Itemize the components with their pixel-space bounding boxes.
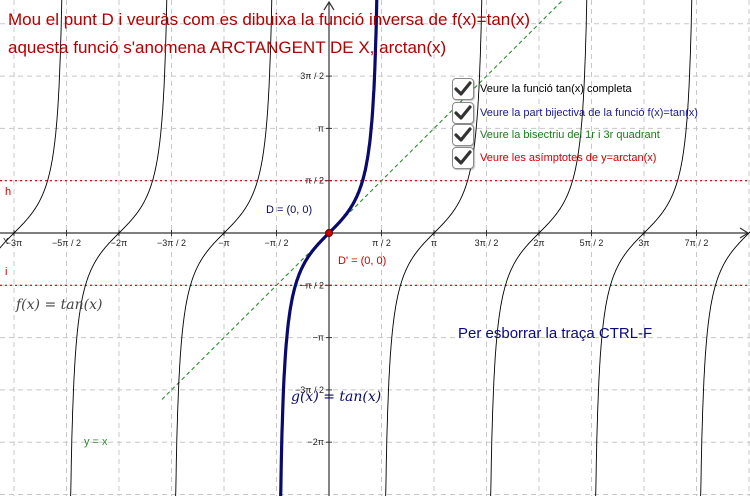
check-icon[interactable]	[452, 124, 474, 146]
x-tick-label: 3π / 2	[475, 238, 499, 248]
checkbox-label: Veure les asímptotes de y=arctan(x)	[480, 152, 657, 164]
checkbox-show-bisector[interactable]: Veure la bisectriu del 1r i 3r quadrant	[452, 123, 660, 147]
x-tick-label: π / 2	[372, 238, 391, 248]
x-tick-label: −π	[218, 238, 229, 248]
axis-ticks: −3π −5π / 2 −2π −3π / 2 −π −π / 2 π / 2 π 3π / 2…	[6, 71, 709, 447]
x-tick-label: −3π	[6, 238, 22, 248]
title-line-2: aquesta funció s'anomena ARCTANGENT DE X…	[8, 38, 447, 57]
g-formula-label: g(x) = tan(x)	[291, 389, 382, 405]
bisector-label: y = x	[84, 436, 108, 448]
checkbox-label: Veure la part bijectiva de la funció f(x…	[480, 107, 698, 119]
y-tick-label: π / 2	[305, 176, 324, 186]
x-tick-label: −2π	[111, 238, 127, 248]
x-tick-label: 7π / 2	[685, 238, 709, 248]
check-icon[interactable]	[452, 78, 474, 100]
y-tick-label: −π / 2	[300, 280, 324, 290]
y-tick-label: −π	[313, 333, 324, 343]
x-tick-label: 5π / 2	[580, 238, 604, 248]
line-h-label: h	[5, 186, 12, 198]
checkbox-show-asymptotes[interactable]: Veure les asímptotes de y=arctan(x)	[452, 146, 656, 170]
tan-branch	[66, 0, 168, 500]
points	[325, 229, 333, 237]
f-formula-label: f(x) = tan(x)	[16, 297, 103, 313]
bisector-line	[161, 0, 564, 400]
title-line-1: Mou el punt D i veuràs com es dibuixa la…	[8, 10, 531, 29]
y-tick-label: −3π / 2	[295, 385, 324, 395]
checkbox-label: Veure la bisectriu del 1r i 3r quadrant	[480, 129, 660, 141]
x-tick-label: −3π / 2	[157, 238, 186, 248]
tan-branch	[696, 231, 750, 500]
x-tick-label: 2π	[533, 238, 544, 248]
x-tick-label: 3π	[638, 238, 649, 248]
checkbox-show-tan-complete[interactable]: Veure la funció tan(x) completa	[452, 77, 632, 101]
x-tick-label: −5π / 2	[52, 238, 81, 248]
point-d-label: D = (0, 0)	[266, 204, 313, 216]
tan-branch	[591, 0, 693, 500]
x-axis-arrow	[739, 227, 750, 239]
tan-branch	[0, 0, 63, 249]
bisector	[161, 0, 564, 400]
y-tick-label: π	[318, 123, 324, 133]
x-tick-label: −π / 2	[265, 238, 289, 248]
tan-branch	[381, 0, 483, 500]
asymptote-lines	[0, 180, 750, 286]
y-tick-label: −2π	[308, 437, 324, 447]
check-icon[interactable]	[452, 147, 474, 169]
x-tick-label: π	[431, 238, 437, 248]
clear-trace-hint: Per esborrar la traça CTRL-F	[458, 325, 653, 342]
point-d	[325, 229, 333, 237]
checkbox-label: Veure la funció tan(x) completa	[480, 83, 632, 95]
tan-branch	[486, 0, 588, 500]
line-i-label: i	[5, 266, 8, 278]
point-d-prime-label: D' = (0, 0)	[338, 255, 387, 267]
y-tick-label: 3π / 2	[300, 71, 324, 81]
checkbox-show-bijective-part[interactable]: Veure la part bijectiva de la funció f(x…	[452, 101, 698, 125]
y-axis-arrow	[323, 0, 335, 11]
x-axis-name: x	[3, 235, 9, 247]
check-icon[interactable]	[452, 102, 474, 124]
tan-branch	[171, 0, 273, 500]
